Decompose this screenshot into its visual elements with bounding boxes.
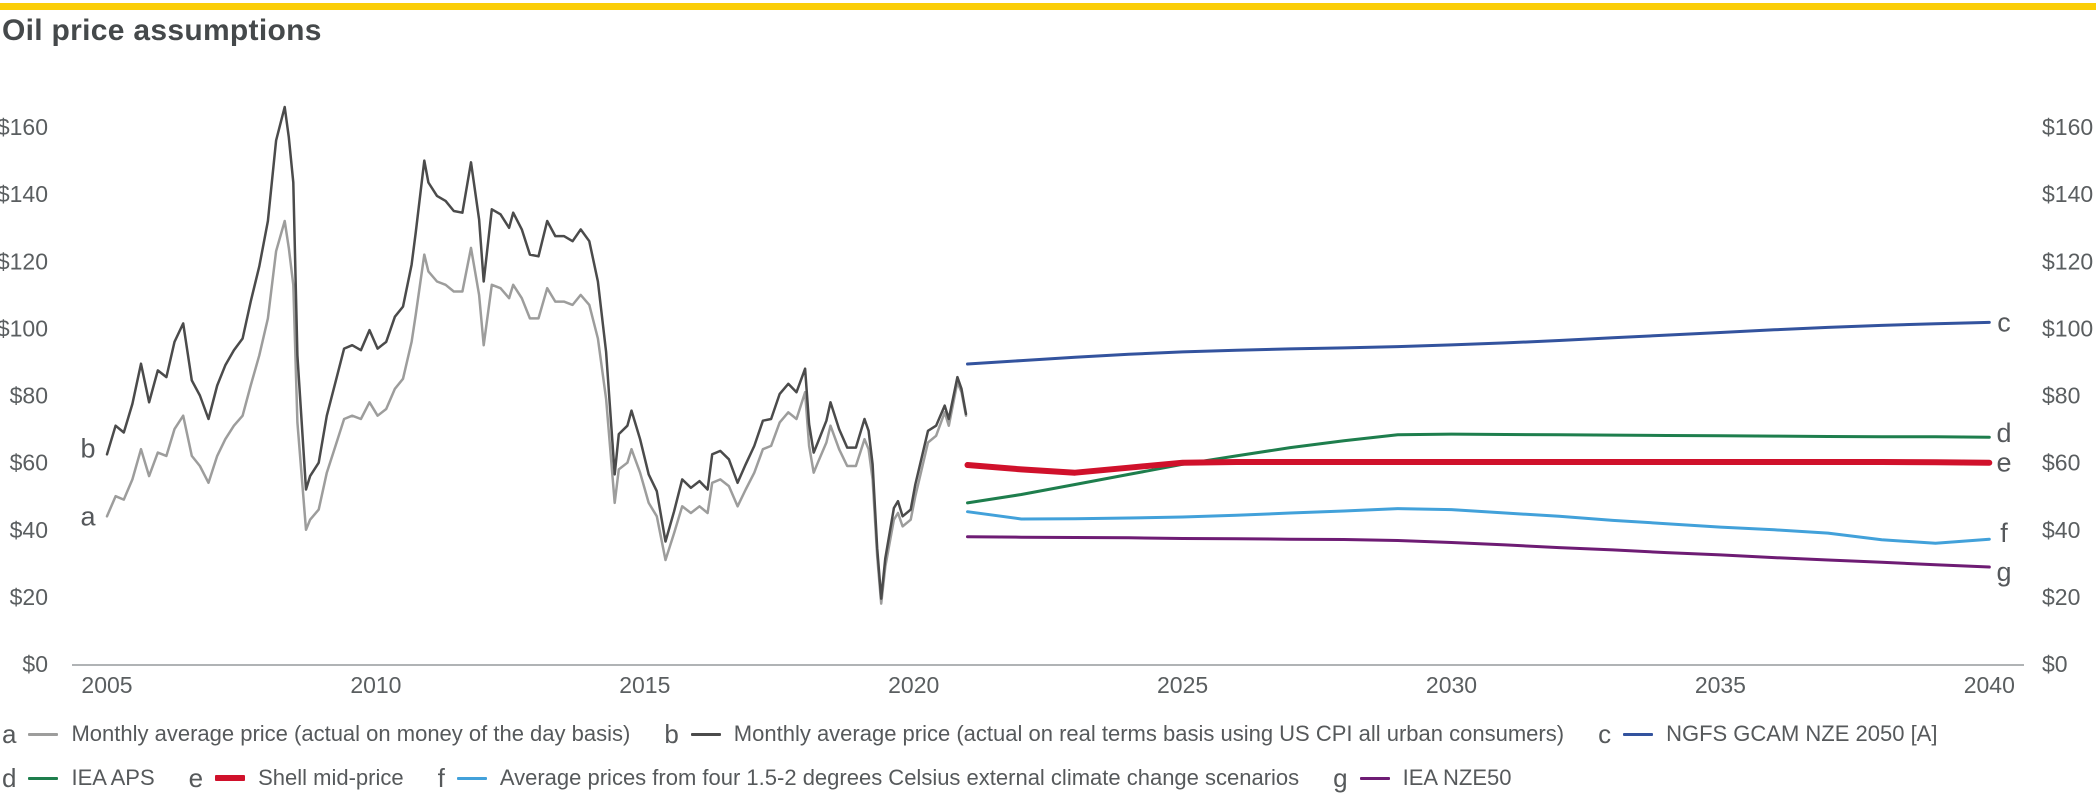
y-tick-label-left: $140: [0, 181, 48, 207]
legend-swatch-d: [28, 776, 59, 780]
series-line-f: [966, 507, 1991, 545]
legend-item-g: g IEA NZE50: [1333, 765, 1511, 791]
legend-item-a: a Monthly average price (actual on money …: [2, 721, 630, 747]
series-line-g: [966, 535, 1991, 569]
legend-item-d: d IEA APS: [2, 765, 155, 791]
y-tick-label-right: $60: [2042, 450, 2080, 476]
series-letter-c: c: [1997, 307, 2011, 337]
y-tick-label-left: $60: [10, 450, 48, 476]
chart-legend: a Monthly average price (actual on money …: [2, 714, 2094, 798]
x-tick-label: 2010: [350, 672, 401, 698]
series-line-a: [105, 219, 968, 605]
legend-swatch-e: [215, 775, 246, 781]
legend-swatch-a: [28, 732, 59, 736]
legend-item-e: e Shell mid-price: [189, 765, 404, 791]
legend-swatch-b: [690, 732, 721, 736]
legend-swatch-g: [1359, 776, 1390, 780]
y-tick-label-left: $0: [22, 651, 48, 677]
y-tick-label-left: $160: [0, 114, 48, 140]
y-tick-label-right: $120: [2042, 248, 2093, 274]
legend-item-f: f Average prices from four 1.5-2 degrees …: [438, 765, 1300, 791]
legend-swatch-f: [456, 776, 487, 780]
x-tick-label: 2040: [1964, 672, 2015, 698]
series-line-e: [964, 459, 1993, 476]
x-tick-label: 2015: [619, 672, 670, 698]
legend-label-g: IEA NZE50: [1402, 765, 1512, 790]
y-tick-label-right: $20: [2042, 584, 2080, 610]
legend-swatch-c: [1623, 732, 1654, 736]
legend-letter-b: b: [664, 719, 679, 749]
y-tick-label-right: $140: [2042, 181, 2093, 207]
legend-label-b: Monthly average price (actual on real te…: [733, 721, 1565, 746]
y-tick-label-right: $160: [2042, 114, 2093, 140]
legend-letter-d: d: [2, 763, 17, 793]
x-tick-label: 2025: [1157, 672, 1208, 698]
legend-label-f: Average prices from four 1.5-2 degrees C…: [499, 765, 1300, 790]
legend-label-c: NGFS GCAM NZE 2050 [A]: [1666, 721, 1938, 746]
series-letter-f: f: [2000, 518, 2008, 548]
y-tick-label-left: $80: [10, 383, 48, 409]
legend-letter-g: g: [1333, 763, 1348, 793]
series-letter-e: e: [1996, 448, 2011, 478]
x-tick-label: 2005: [81, 672, 132, 698]
legend-letter-f: f: [437, 763, 445, 793]
legend-label-a: Monthly average price (actual on money o…: [71, 721, 631, 746]
series-line-b: [105, 105, 968, 600]
page-title: Oil price assumptions: [2, 14, 322, 47]
y-tick-label-right: $100: [2042, 315, 2093, 341]
series-line-d: [966, 432, 1991, 505]
series-line-c: [966, 320, 1991, 366]
x-tick-label: 2030: [1426, 672, 1477, 698]
y-tick-label-right: $0: [2042, 651, 2068, 677]
x-tick-label: 2020: [888, 672, 939, 698]
y-tick-label-left: $20: [10, 584, 48, 610]
y-tick-label-right: $80: [2042, 383, 2080, 409]
legend-letter-e: e: [188, 763, 204, 793]
legend-item-c: c NGFS GCAM NZE 2050 [A]: [1598, 721, 1937, 747]
accent-bar: [0, 3, 2096, 10]
series-letter-g: g: [1996, 557, 2011, 587]
legend-item-b: b Monthly average price (actual on real t…: [664, 721, 1564, 747]
series-letter-a: a: [80, 501, 96, 531]
legend-label-e: Shell mid-price: [258, 765, 404, 790]
y-tick-label-left: $120: [0, 248, 48, 274]
legend-row-1: a Monthly average price (actual on money …: [2, 714, 2094, 754]
legend-label-d: IEA APS: [71, 765, 155, 790]
y-tick-label-left: $40: [10, 517, 48, 543]
legend-row-2: d IEA APS e Shell mid-price f Average prices …: [2, 758, 2094, 798]
legend-letter-a: a: [2, 719, 17, 749]
y-tick-label-right: $40: [2042, 517, 2080, 543]
series-letter-b: b: [80, 433, 95, 463]
series-letter-d: d: [1996, 418, 2011, 448]
y-tick-label-left: $100: [0, 315, 48, 341]
x-tick-label: 2035: [1695, 672, 1746, 698]
legend-letter-c: c: [1598, 719, 1612, 749]
